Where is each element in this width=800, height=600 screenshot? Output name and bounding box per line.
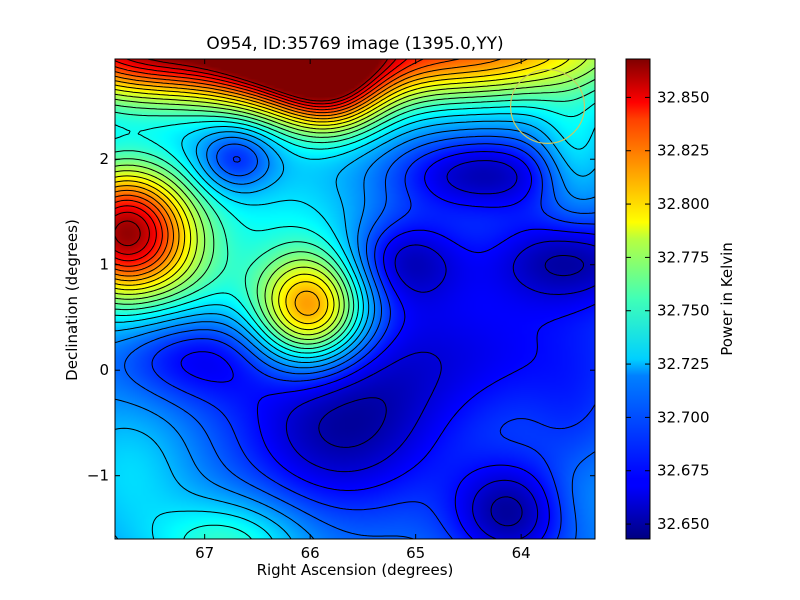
colorbar-tick-label: 32.725: [657, 355, 710, 373]
contour-level: [285, 160, 595, 539]
contour-level: [318, 255, 584, 527]
y-tick-label: −1: [87, 467, 109, 485]
y-ticks: −1 0 1 2: [87, 150, 595, 485]
contour-level: [115, 59, 550, 325]
x-tick-label: 66: [301, 544, 320, 562]
contour-level: [115, 102, 595, 539]
contour-level: [115, 59, 460, 272]
colorbar-tick-label: 32.850: [657, 88, 710, 106]
contour-level: [115, 120, 595, 539]
contour-level: [124, 135, 595, 539]
colorbar-tick-label: 32.800: [657, 195, 710, 213]
contour-level: [115, 59, 528, 316]
colorbar-tick-label: 32.650: [657, 515, 710, 533]
x-ticks: 67 66 65 64: [195, 59, 531, 562]
colorbar-tick-label: 32.750: [657, 302, 710, 320]
plot-frame: [114, 58, 596, 540]
colorbar: [626, 59, 650, 539]
contour-level: [115, 78, 595, 345]
x-tick-label: 64: [512, 544, 531, 562]
colorbar-frame: [625, 58, 651, 540]
colorbar-tick-label: 32.825: [657, 142, 710, 160]
contour-lines: [115, 59, 595, 539]
contour-level: [180, 151, 595, 539]
contour-level: [115, 128, 595, 539]
contour-level: [115, 89, 595, 349]
contour-level: [115, 59, 570, 331]
x-axis-label: Right Ascension (degrees): [256, 561, 454, 579]
colorbar-ticks: 32.650 32.675 32.700 32.725 32.750 32.775 32.8…: [626, 88, 710, 533]
y-tick-label: 0: [99, 361, 109, 379]
beam-circle-group: [510, 68, 586, 144]
contour-level: [115, 59, 588, 336]
colorbar-tick-label: 32.775: [657, 248, 710, 266]
y-tick-label: 2: [99, 150, 109, 168]
x-tick-label: 67: [195, 544, 214, 562]
contour-level: [151, 143, 595, 539]
colorbar-tick-label: 32.675: [657, 462, 710, 480]
contour-level: [115, 59, 424, 267]
y-tick-label: 1: [99, 256, 109, 274]
colorbar-tick-label: 32.700: [657, 408, 710, 426]
chart-title: O954, ID:35769 image (1395.0,YY): [206, 34, 504, 54]
beam-circle: [510, 68, 586, 144]
contour-level: [115, 59, 408, 262]
contour-level: [115, 59, 501, 277]
contour-level: [115, 113, 595, 539]
x-tick-label: 65: [406, 544, 425, 562]
